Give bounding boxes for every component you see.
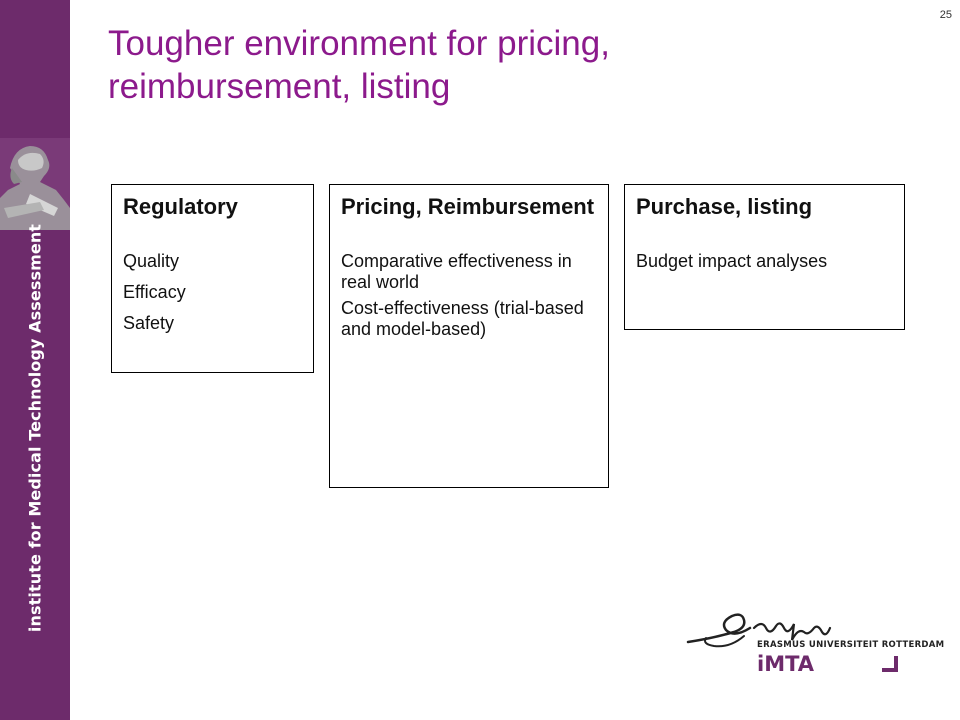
sidebar-institute-name: institute for Medical Technology Assessm…	[25, 223, 45, 633]
purchase-item-budget-impact: Budget impact analyses	[636, 251, 828, 271]
pricing-item-comparative-effectiveness: Comparative effectiveness in real world	[341, 251, 572, 292]
slide-title-line-2: reimbursement, listing	[108, 67, 451, 106]
regulatory-heading: Regulatory	[123, 194, 238, 219]
slide-title: Tougher environment for pricing, reimbur…	[108, 22, 908, 108]
pricing-item-cost-effectiveness: Cost-effectiveness (trial-based and mode…	[341, 298, 584, 339]
erasmus-signature-logo	[686, 613, 832, 648]
university-name: ERASMUS UNIVERSITEIT ROTTERDAM	[757, 640, 945, 650]
regulatory-box: Regulatory Quality Efficacy Safety	[111, 184, 314, 373]
regulatory-item-quality: Quality	[123, 251, 180, 271]
sidebar: institute for Medical Technology Assessm…	[0, 0, 70, 720]
purchase-listing-heading: Purchase, listing	[636, 194, 813, 219]
imta-logo-text: iMTA	[757, 652, 815, 676]
erasmus-statue-image	[0, 138, 70, 230]
regulatory-item-safety: Safety	[123, 313, 175, 333]
imta-corner-mark-icon	[882, 656, 898, 672]
slide-number: 25	[939, 9, 952, 21]
purchase-listing-box: Purchase, listing Budget impact analyses	[624, 184, 905, 330]
pricing-reimbursement-heading: Pricing, Reimbursement	[341, 194, 595, 219]
slide-title-line-1: Tougher environment for pricing,	[108, 24, 610, 63]
regulatory-item-efficacy: Efficacy	[123, 282, 186, 302]
pricing-reimbursement-box: Pricing, Reimbursement Comparative effec…	[329, 184, 609, 488]
